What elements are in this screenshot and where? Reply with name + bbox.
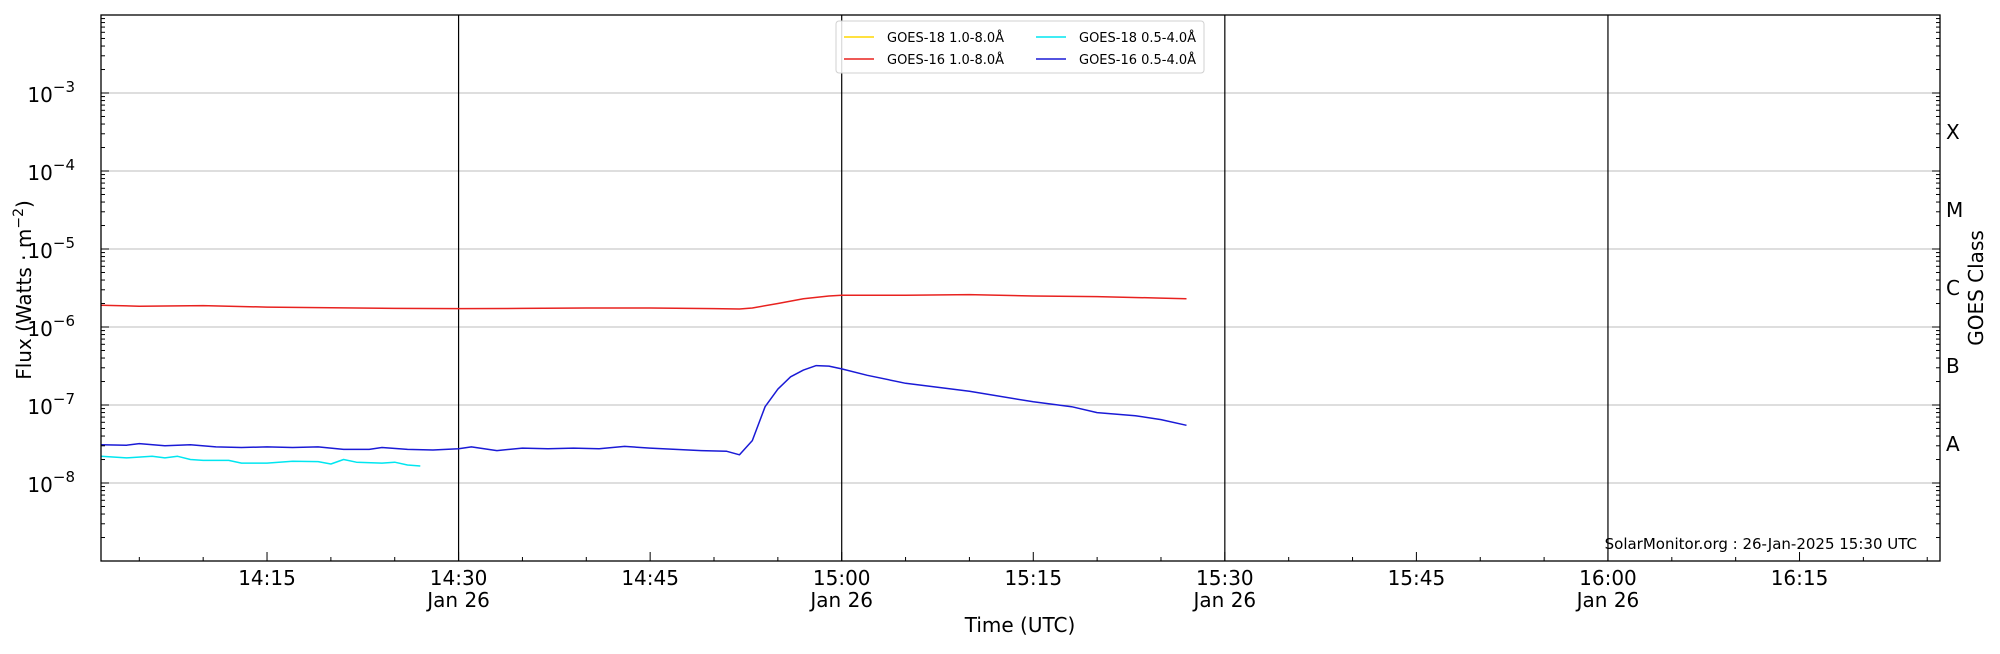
goes-class-label: X: [1946, 120, 1960, 144]
y-tick-label: 10−6: [27, 312, 75, 341]
x-tick-label: 14:30: [430, 566, 488, 590]
goes-class-label: C: [1946, 276, 1960, 300]
x-tick-label: 14:15: [238, 566, 296, 590]
day-lines: [457, 15, 1609, 561]
plot-frame: [100, 14, 1941, 562]
y-axis-title: Flux (Watts · m−2): [11, 200, 36, 380]
series-line: [100, 293, 1187, 310]
legend: GOES-18 1.0-8.0Å GOES-16 1.0-8.0Å GOES-18 …: [835, 20, 1205, 74]
x-tick-label: 16:15: [1771, 566, 1829, 590]
goes-class-label: B: [1946, 354, 1960, 378]
tick-marks: [101, 18, 1940, 562]
series-line: [100, 364, 1187, 456]
legend-label: GOES-16 0.5-4.0Å: [1079, 52, 1196, 68]
x-tick-label: 15:15: [1004, 566, 1062, 590]
y-tick-label: 10−4: [27, 156, 75, 185]
x-axis-title: Time (UTC): [964, 613, 1076, 637]
legend-label: GOES-16 1.0-8.0Å: [887, 52, 1004, 68]
legend-box: [835, 20, 1205, 74]
goes-class-labels: A B C M X: [1946, 120, 1963, 456]
grid-layer: [101, 92, 1940, 484]
legend-label: GOES-18 0.5-4.0Å: [1079, 30, 1196, 46]
x-tick-date-label: Jan 26: [1575, 588, 1640, 612]
goes-class-label: A: [1946, 432, 1960, 456]
y-tick-labels: 10−8 10−7 10−6 10−5 10−4 10−3: [27, 78, 75, 497]
x-tick-date-label: Jan 26: [1192, 588, 1257, 612]
series-layer: [100, 293, 1187, 467]
y-tick-label: 10−8: [27, 468, 75, 497]
y-tick-label: 10−3: [27, 78, 75, 107]
x-tick-label: 14:45: [621, 566, 679, 590]
series-line: [100, 455, 421, 467]
x-tick-date-label: Jan 26: [425, 588, 490, 612]
legend-label: GOES-18 1.0-8.0Å: [887, 30, 1004, 46]
x-tick-label: 15:45: [1388, 566, 1446, 590]
x-tick-label: 15:30: [1196, 566, 1254, 590]
x-tick-label: 15:00: [813, 566, 871, 590]
right-axis-title: GOES Class: [1964, 230, 1988, 346]
credit-text: SolarMonitor.org : 26-Jan-2025 15:30 UTC: [1605, 535, 1917, 553]
x-tick-date-label: Jan 26: [808, 588, 873, 612]
goes-class-label: M: [1946, 198, 1963, 222]
x-tick-label: 16:00: [1579, 566, 1637, 590]
y-tick-label: 10−5: [27, 234, 75, 263]
y-tick-label: 10−7: [27, 390, 75, 419]
